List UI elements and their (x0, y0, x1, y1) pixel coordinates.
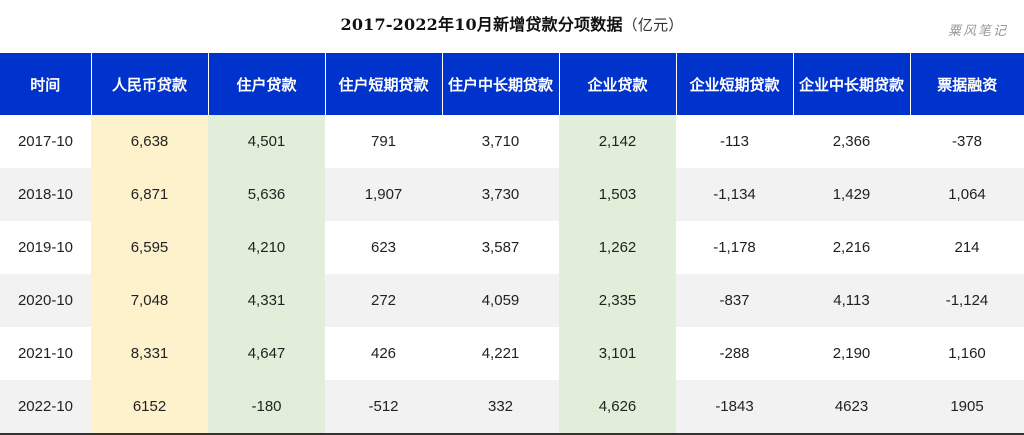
cell-enterprise-long-term: 2,366 (832, 133, 871, 150)
cell-household-short-term: -512 (325, 380, 442, 435)
cell-enterprise-long-term: 1,429 (793, 168, 910, 221)
cell-time: 2021-10 (17, 345, 74, 362)
cell-household-loans: 4,331 (208, 274, 325, 327)
header-time: 时间 (0, 53, 92, 115)
header-household-short-term: 住户短期贷款 (325, 53, 443, 115)
cell-household-loans: 4,210 (208, 221, 325, 274)
cell-bill-financing: -1,124 (910, 274, 1024, 327)
cell-bill-financing: 1,064 (910, 168, 1024, 221)
cell-rmb-loans: 8,331 (91, 327, 208, 380)
cell-time: 2022-10 (0, 380, 91, 435)
cell-enterprise-loans: 1,503 (559, 168, 676, 221)
cell-enterprise-short-term: -1,178 (713, 239, 756, 256)
cell-rmb-loans: 6,638 (91, 115, 208, 168)
header-bill-financing: 票据融资 (910, 53, 1024, 115)
cell-bill-financing: 1,160 (948, 345, 986, 362)
page-title: 2017-2022年10月新增贷款分项数据（亿元） (0, 11, 1024, 35)
cell-bill-financing: 1905 (910, 380, 1024, 435)
loan-data-table: 时间 人民币贷款 住户贷款 住户短期贷款 住户中长期贷款 企业贷款 企业短期贷款… (0, 53, 1024, 435)
cell-household-long-term: 332 (442, 380, 559, 435)
table-row: 2021-10 8,331 4,647 426 4,221 3,101 -288 2,190 1… (0, 327, 1024, 380)
table-header-row: 时间 人民币贷款 住户贷款 住户短期贷款 住户中长期贷款 企业贷款 企业短期贷款… (0, 53, 1024, 115)
cell-enterprise-loans: 4,626 (559, 380, 676, 435)
cell-time: 2018-10 (0, 168, 91, 221)
cell-household-long-term: 3,730 (442, 168, 559, 221)
cell-rmb-loans: 6,871 (91, 168, 208, 221)
table-row: 2018-10 6,871 5,636 1,907 3,730 1,503 -1,134 1,… (0, 168, 1024, 221)
cell-household-short-term: 1,907 (325, 168, 442, 221)
cell-enterprise-short-term: -288 (719, 345, 750, 362)
cell-rmb-loans: 6152 (91, 380, 208, 435)
cell-rmb-loans: 6,595 (91, 221, 208, 274)
header-rmb-loans: 人民币贷款 (91, 53, 209, 115)
title-unit: （亿元） (622, 16, 684, 34)
cell-household-loans: -180 (208, 380, 325, 435)
cell-household-loans: 5,636 (208, 168, 325, 221)
cell-household-long-term: 3,710 (481, 133, 520, 150)
cell-time: 2017-10 (17, 133, 74, 150)
table-row: 2020-10 7,048 4,331 272 4,059 2,335 -837 4,113-… (0, 274, 1024, 327)
table-row: 2022-10 6152 -180 -512 332 4,626 -1843 4623 1905 (0, 380, 1024, 435)
header-enterprise-short-term: 企业短期贷款 (676, 53, 794, 115)
cell-enterprise-short-term: -1,134 (676, 168, 793, 221)
cell-enterprise-loans: 2,335 (559, 274, 676, 327)
cell-enterprise-loans: 3,101 (559, 327, 676, 380)
cell-rmb-loans: 7,048 (91, 274, 208, 327)
cell-enterprise-long-term: 2,190 (832, 345, 871, 362)
cell-household-short-term: 623 (370, 239, 397, 256)
cell-household-long-term: 3,587 (481, 239, 520, 256)
cell-enterprise-short-term: -837 (676, 274, 793, 327)
cell-enterprise-long-term: 4,113 (793, 274, 910, 327)
cell-household-loans: 4,647 (208, 327, 325, 380)
cell-enterprise-long-term: 2,216 (832, 239, 871, 256)
cell-bill-financing: -378 (951, 133, 983, 150)
title-text: 2017-2022年10月新增贷款分项数据 (340, 15, 623, 34)
cell-household-long-term: 4,059 (442, 274, 559, 327)
cell-time: 2020-10 (0, 274, 91, 327)
header-household-long-term: 住户中长期贷款 (442, 53, 560, 115)
cell-enterprise-short-term: -113 (720, 133, 749, 150)
cell-enterprise-long-term: 4623 (793, 380, 910, 435)
header-household-loans: 住户贷款 (208, 53, 326, 115)
cell-household-long-term: 4,221 (481, 345, 520, 362)
cell-enterprise-loans: 1,262 (559, 221, 676, 274)
table-row: 2019-10 6,595 4,210 623 3,587 1,262 -1,178 2,21… (0, 221, 1024, 274)
header-enterprise-loans: 企业贷款 (559, 53, 677, 115)
watermark: 粟风笔记 (947, 24, 1008, 39)
cell-household-loans: 4,501 (208, 115, 325, 168)
cell-enterprise-short-term: -1843 (676, 380, 793, 435)
header-enterprise-long-term: 企业中长期贷款 (793, 53, 911, 115)
table-row: 2017-10 6,638 4,501 791 3,710 2,142 -113 2,366 -… (0, 115, 1024, 168)
cell-household-short-term: 272 (325, 274, 442, 327)
cell-time: 2019-10 (17, 239, 74, 256)
cell-bill-financing: 214 (954, 239, 980, 256)
cell-household-short-term: 791 (370, 133, 397, 150)
cell-enterprise-loans: 2,142 (559, 115, 676, 168)
cell-household-short-term: 426 (370, 345, 397, 362)
